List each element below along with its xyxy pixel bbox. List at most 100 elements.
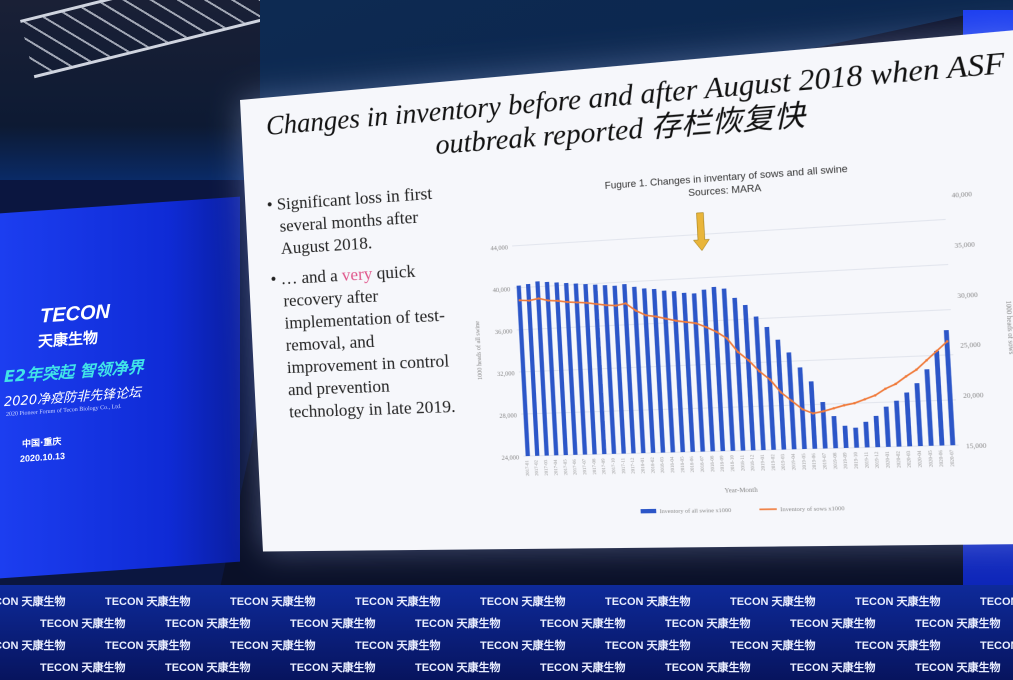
x-tick: 2018-01 — [639, 457, 646, 473]
y-right-tick: 40,000 — [952, 192, 973, 200]
bar — [831, 416, 839, 449]
x-tick: 2020-06 — [938, 449, 945, 467]
stage-brand-tile: TECON 天康生物 — [415, 662, 501, 674]
y-right-tick: 15,000 — [966, 443, 987, 450]
y-left-tick: 36,000 — [495, 329, 513, 336]
x-tick: 2020-05 — [927, 449, 934, 467]
y-left-tick: 28,000 — [499, 413, 517, 420]
bar — [732, 297, 746, 451]
bar — [820, 401, 828, 449]
stage-brand-tile: TECON 天康生物 — [790, 618, 876, 630]
stage-brand-tile: TECON 天康生物 — [605, 596, 691, 608]
stage-brand-tile: TECON 天康生物 — [605, 640, 691, 652]
x-tick: 2018-02 — [649, 457, 656, 473]
gridline — [512, 219, 946, 246]
x-tick: 2019-06 — [811, 452, 818, 470]
bar — [943, 330, 956, 446]
x-tick: 2017-02 — [533, 460, 539, 476]
x-tick: 2018-09 — [719, 455, 726, 472]
stage-brand-tile: TECON 天康生物 — [230, 640, 316, 652]
x-tick: 2020-04 — [916, 450, 923, 468]
bullet-1: • Significant loss in first several mont… — [266, 183, 433, 259]
y-right-tick: 25,000 — [960, 342, 981, 350]
x-tick: 2017-10 — [610, 457, 616, 474]
bullet-2-pre: … and a — [280, 265, 343, 289]
x-tick: 2018-07 — [699, 455, 706, 472]
x-tick: 2017-01 — [524, 460, 530, 476]
x-tick: 2020-02 — [895, 451, 902, 468]
bar — [934, 350, 945, 446]
stage-brand-tile: TECON 天康生物 — [105, 640, 191, 652]
stage-brand-tile: TECON 天康生物 — [355, 640, 441, 652]
y-left-tick: 24,000 — [501, 455, 519, 462]
x-tick: 2018-06 — [689, 455, 696, 472]
x-tick: 2020-07 — [948, 449, 955, 467]
stage-brand-tile: TECON 天康生物 — [290, 662, 376, 674]
stage-brand-tile: TECON 天康生物 — [730, 596, 816, 608]
bar — [883, 406, 891, 447]
presentation-slide: Changes in inventory before and after Au… — [240, 28, 1013, 552]
stage-brand-tile: TECON 天康生物 — [980, 640, 1013, 652]
stage-brand-tile: TECON 天康生物 — [855, 596, 941, 608]
x-tick: 2018-04 — [669, 456, 676, 473]
x-tick: 2019-09 — [842, 451, 849, 469]
bar — [691, 293, 706, 452]
bar — [914, 383, 923, 447]
x-tick: 2019-01 — [759, 454, 766, 471]
y-right-label: 1000 heads of sows — [1004, 300, 1013, 355]
stage-brand-tile: TECON 天康生物 — [40, 618, 126, 630]
bar — [764, 326, 776, 450]
bar — [924, 369, 934, 446]
banner-pillar: TECON 天康生物 E2年突起 智领净界 2020净疫防非先锋论坛 2020 … — [0, 196, 240, 579]
x-axis-label: Year-Month — [724, 487, 758, 494]
legend-label-swine: Inventory of all swine x1000 — [659, 506, 731, 515]
bar — [873, 415, 881, 448]
stage-brand-tile: TECON 天康生物 — [665, 618, 751, 630]
stage-brand-tile: TECON 天康生物 — [790, 662, 876, 674]
x-tick: 2018-03 — [659, 456, 666, 473]
x-tick: 2018-12 — [749, 455, 756, 472]
bar — [753, 316, 766, 451]
x-tick: 2017-04 — [552, 459, 558, 476]
stage-brand-tile: TECON 天康生物 — [355, 596, 441, 608]
event-date: 2020.10.13 — [20, 450, 66, 464]
x-tick: 2020-03 — [905, 450, 912, 468]
legend-label-sows: Inventory of sows x1000 — [780, 505, 845, 514]
x-tick: 2019-07 — [821, 452, 828, 470]
x-tick: 2019-04 — [790, 453, 797, 470]
x-tick: 2019-11 — [863, 452, 870, 469]
location: 中国·重庆 — [22, 437, 62, 450]
x-tick: 2019-03 — [780, 453, 787, 470]
stage-brand-tile: TECON 天康生物 — [165, 662, 251, 674]
stage-brand-tile: TECON 天康生物 — [290, 618, 376, 630]
y-left-tick: 32,000 — [497, 371, 515, 378]
stage-brand-tile: TECON 天康生物 — [415, 618, 501, 630]
bar — [808, 381, 818, 449]
bar — [842, 425, 849, 449]
tecon-logo-cn: 天康生物 — [38, 328, 99, 351]
bullet-2: • … and a very quick recovery after impl… — [270, 261, 457, 422]
chart-subtitle: Sources: MARA — [688, 182, 762, 198]
x-tick: 2019-12 — [873, 452, 880, 469]
stage-brand-tile: TECON 天康生物 — [915, 662, 1001, 674]
x-tick: 2018-10 — [729, 454, 736, 471]
bar — [894, 400, 902, 447]
x-tick: 2017-11 — [620, 458, 626, 474]
bullet-list: • Significant loss in first several mont… — [266, 181, 469, 432]
stage-brand-tile: TECON 天康生物 — [915, 618, 1001, 630]
y-right-tick: 20,000 — [963, 393, 984, 401]
stage-brand-tile: TECON 天康生物 — [0, 596, 66, 608]
stage-brand-tile: TECON 天康生物 — [665, 662, 751, 674]
x-tick: 2017-06 — [571, 458, 577, 475]
stage-brand-tile: TECON 天康生物 — [540, 618, 626, 630]
stage-brand-tile: TECON 天康生物 — [855, 640, 941, 652]
stage-brand-tile: TECON 天康生物 — [230, 596, 316, 608]
stage-brand-tile: TECON 天康生物 — [0, 640, 66, 652]
stage-brand-tile: TECON 天康生物 — [730, 640, 816, 652]
inventory-chart: Fugure 1. Changes in inventary of sows a… — [474, 163, 1013, 515]
x-tick: 2017-03 — [543, 459, 549, 476]
x-tick: 2017-05 — [562, 458, 568, 475]
stage-front: TECON 天康生物 TECON 天康生物 TECON 天康生物 TECON 天康生物… — [0, 585, 1013, 680]
x-tick: 2017-08 — [591, 458, 597, 475]
y-right-tick: 30,000 — [957, 292, 978, 300]
